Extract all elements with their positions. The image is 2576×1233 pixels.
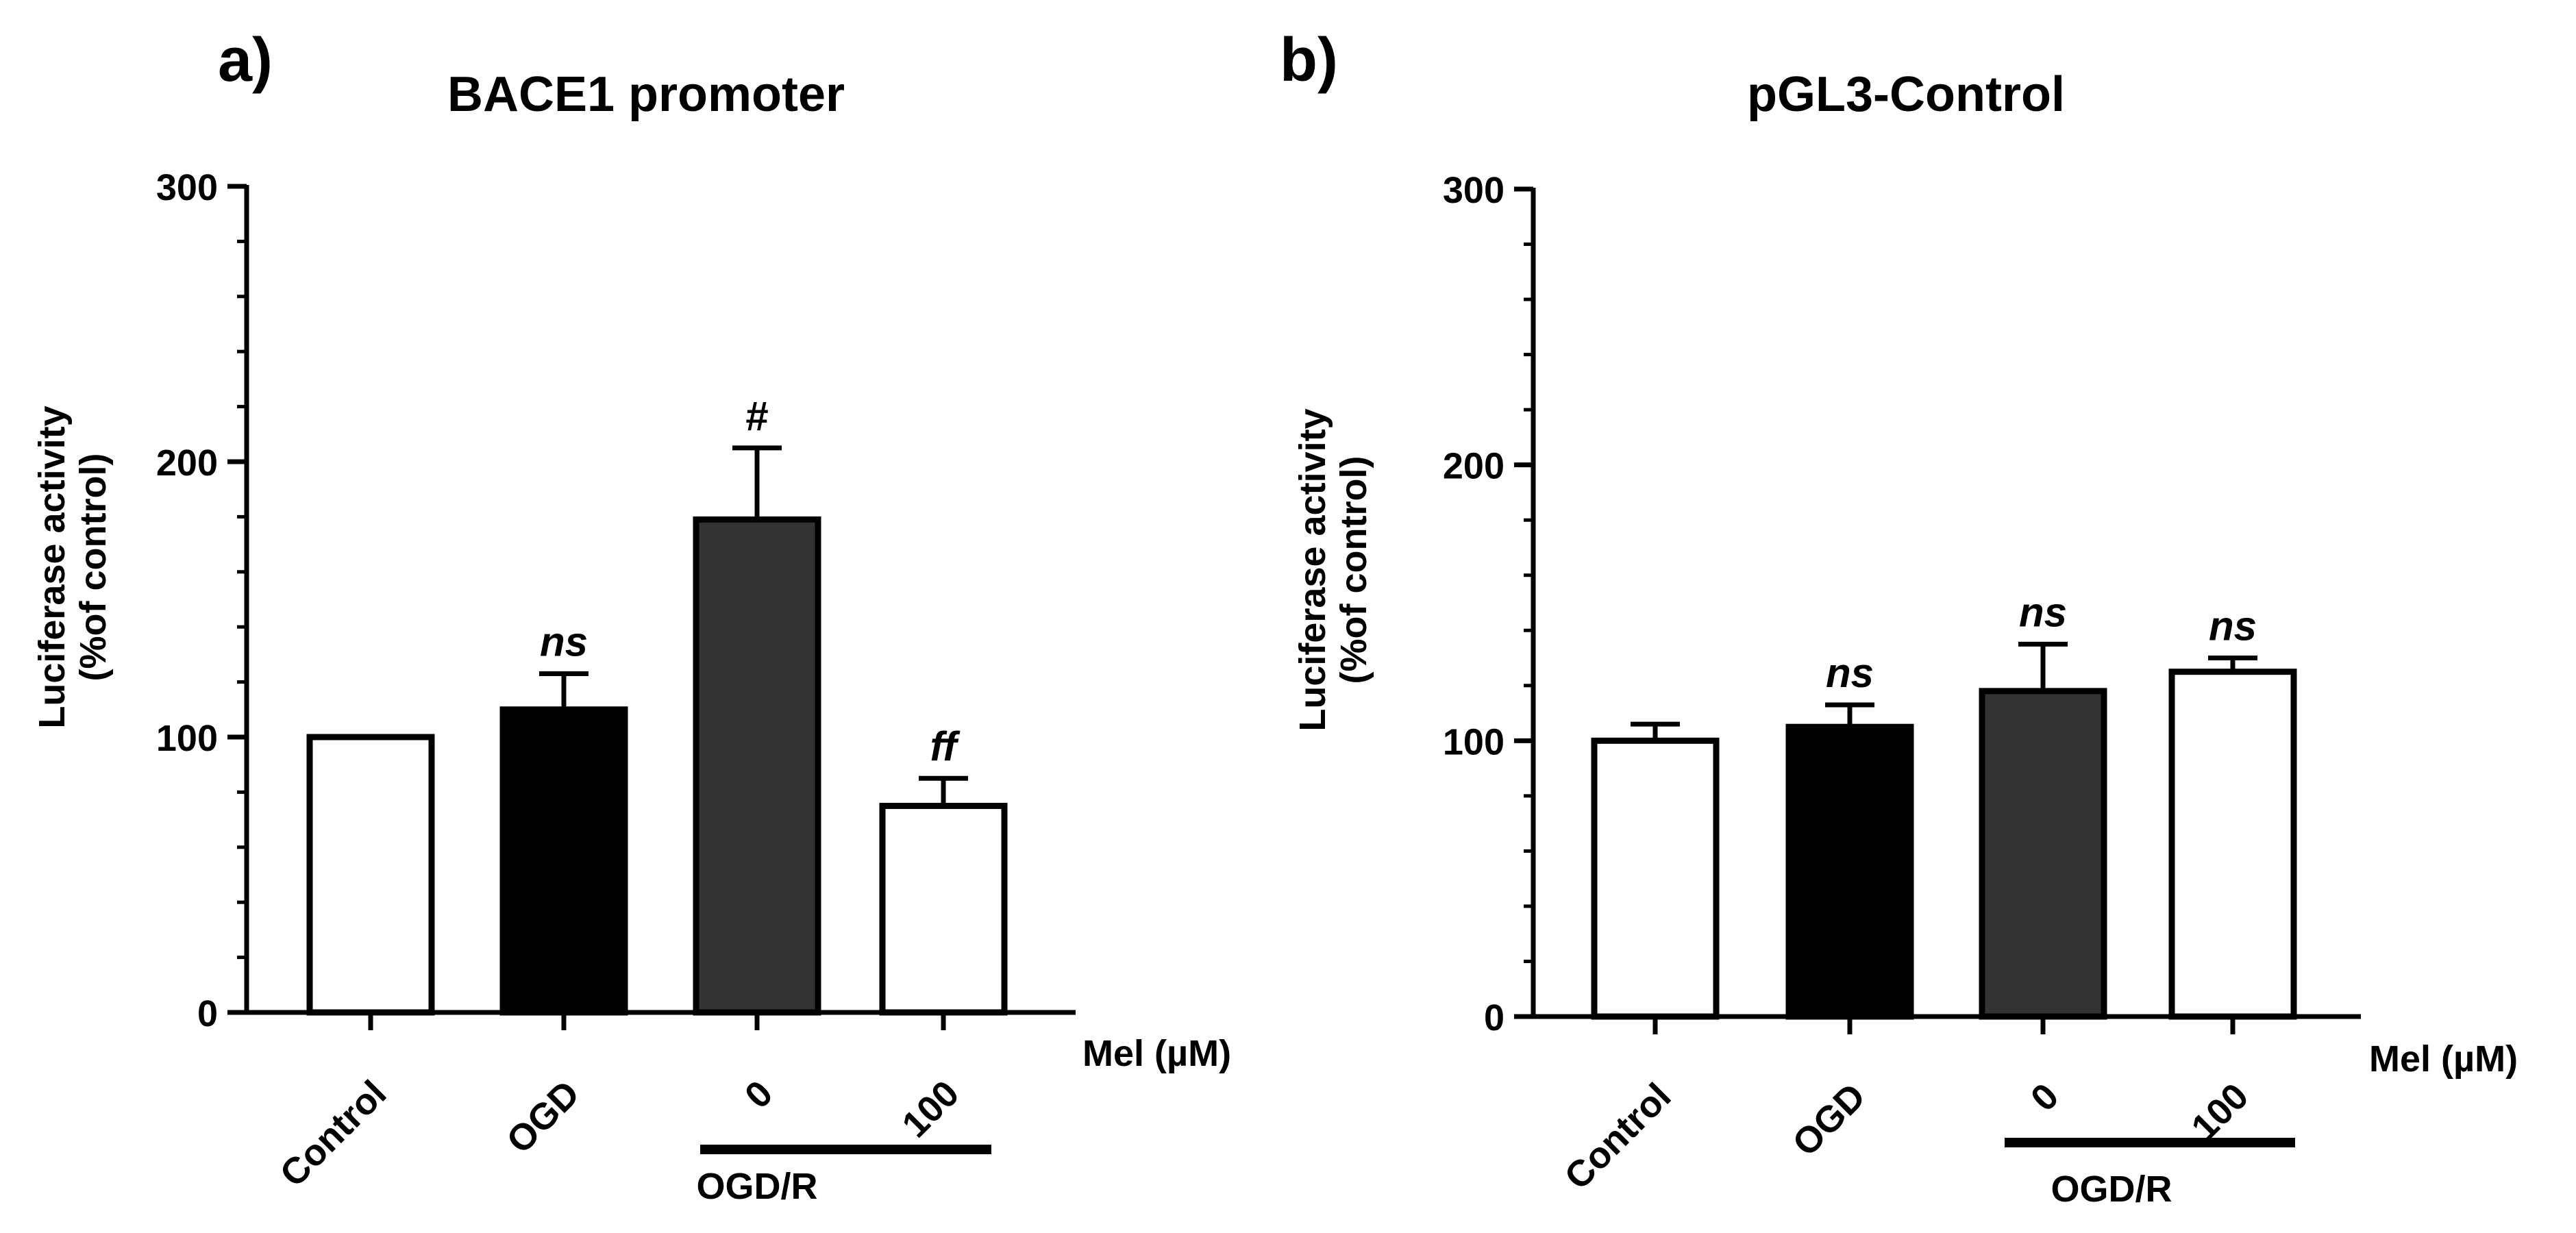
significance-label: ns [1826, 650, 1874, 696]
y-tick-label: 200 [1443, 446, 1504, 487]
category-label: OGD [499, 1073, 587, 1161]
group-label: OGD/R [696, 1166, 817, 1207]
y-tick-label: 300 [156, 167, 218, 208]
bar [1785, 723, 1914, 1020]
panel-label: b) [1280, 26, 1338, 95]
significance-label: ff [930, 723, 961, 769]
category-label: OGD [1785, 1075, 1873, 1164]
category-label: 100 [2183, 1075, 2256, 1148]
group-label: OGD/R [2051, 1169, 2172, 1210]
y-tick-label: 200 [156, 443, 218, 484]
bar [1979, 688, 2107, 1020]
y-tick-label: 100 [156, 718, 218, 759]
x-axis-label: Mel (µM) [2369, 1038, 2518, 1080]
y-tick-label: 100 [1443, 721, 1504, 762]
panel-a: a) BACE1 promoter Luciferase activity (%… [32, 26, 1231, 1207]
significance-label: ns [540, 619, 588, 665]
bar [1591, 737, 1720, 1020]
y-axis-label-line1: Luciferase activity [32, 406, 73, 728]
bar [879, 803, 1008, 1016]
bar [693, 516, 821, 1016]
significance-label: # [745, 393, 768, 439]
y-axis-label-line2: (%of control) [73, 453, 114, 682]
y-axis-label-line2: (%of control) [1333, 456, 1374, 684]
y-tick-label: 0 [197, 993, 218, 1034]
category-label: 0 [2023, 1075, 2067, 1119]
category-label: 0 [737, 1073, 781, 1117]
x-axis-label: Mel (µM) [1082, 1033, 1231, 1074]
category-label: 100 [894, 1073, 967, 1145]
bar [2168, 669, 2297, 1020]
bar [499, 706, 628, 1016]
significance-label: ns [2209, 603, 2257, 649]
bar [306, 734, 435, 1016]
panel-b: b) pGL3-Control Luciferase activity (%of… [1280, 26, 2518, 1210]
panel-label: a) [218, 26, 273, 95]
category-label: Control [272, 1073, 394, 1195]
chart-title: BACE1 promoter [447, 67, 845, 122]
y-axis-label-line1: Luciferase activity [1292, 408, 1333, 731]
y-tick-label: 300 [1443, 170, 1504, 211]
category-label: Control [1557, 1075, 1679, 1197]
significance-label: ns [2019, 589, 2067, 635]
chart-title: pGL3-Control [1747, 67, 2065, 122]
y-tick-label: 0 [1484, 997, 1504, 1038]
